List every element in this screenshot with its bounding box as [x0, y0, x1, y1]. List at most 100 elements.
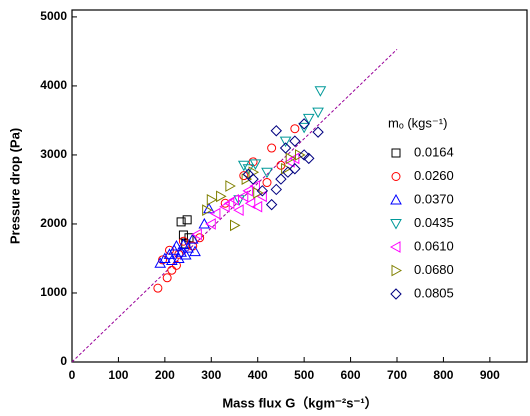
data-point	[241, 173, 253, 185]
data-point	[281, 162, 292, 175]
legend-label: 0.0680	[414, 262, 454, 277]
y-tick-label: 1000	[40, 285, 67, 299]
data-point	[165, 254, 178, 266]
data-point	[270, 125, 282, 137]
data-point	[275, 173, 287, 185]
data-point	[265, 198, 278, 211]
data-point	[205, 218, 216, 230]
data-point	[289, 135, 301, 147]
data-point	[267, 143, 277, 153]
data-point	[177, 238, 190, 250]
data-point	[191, 228, 202, 241]
data-point	[182, 242, 194, 253]
x-tick-label: 0	[69, 368, 76, 382]
data-point	[176, 217, 186, 227]
legend-marker	[391, 172, 401, 181]
data-point	[223, 197, 235, 210]
x-tick-label: 100	[108, 368, 128, 382]
data-point	[289, 163, 301, 175]
data-point	[295, 149, 306, 161]
data-point	[162, 273, 172, 283]
data-point	[237, 190, 249, 203]
legend-label: 0.0370	[414, 191, 454, 206]
reference-line	[71, 48, 398, 363]
data-point	[182, 215, 192, 225]
data-point	[298, 149, 310, 161]
legend-label: 0.0435	[414, 215, 454, 230]
data-point	[248, 166, 260, 179]
x-tick-label: 300	[201, 368, 221, 382]
data-point	[270, 183, 282, 196]
legend-label: 0.0164	[414, 144, 454, 159]
data-point	[312, 107, 324, 119]
y-tick-label: 4000	[40, 78, 67, 92]
y-tick-label: 0	[60, 354, 67, 368]
data-point	[279, 142, 292, 154]
x-tick-label: 600	[341, 368, 361, 382]
data-point	[189, 245, 201, 257]
x-tick-label: 900	[480, 368, 500, 382]
legend-marker	[390, 288, 402, 300]
y-axis-title: Pressure drop (Pa)	[7, 128, 22, 244]
legend-marker	[391, 148, 401, 158]
data-point	[244, 197, 256, 210]
y-tick-label: 5000	[40, 9, 67, 23]
data-point	[202, 204, 213, 217]
plot-frame	[71, 9, 528, 363]
data-point	[290, 124, 300, 134]
data-point	[153, 283, 163, 293]
data-point	[230, 219, 241, 232]
data-point	[242, 184, 253, 197]
data-point	[186, 233, 199, 244]
data-point	[233, 204, 244, 217]
data-point	[158, 255, 168, 265]
legend-label: 0.0610	[414, 238, 454, 253]
legend-marker	[391, 264, 403, 277]
data-point	[249, 159, 262, 170]
data-point	[237, 160, 250, 172]
y-tick-label: 2000	[40, 216, 67, 230]
data-point	[179, 248, 192, 260]
x-tick-label: 200	[155, 368, 175, 382]
x-tick-label: 700	[387, 368, 407, 382]
y-tick-label: 3000	[40, 147, 67, 161]
legend-marker	[389, 241, 401, 253]
x-tick-label: 400	[248, 368, 268, 382]
data-point	[262, 178, 272, 188]
data-point	[298, 118, 310, 130]
data-point	[203, 202, 215, 214]
legend-label: 0.0805	[414, 285, 454, 300]
data-point	[314, 86, 327, 97]
legend-title: mₒ (kgs⁻¹)	[388, 115, 447, 130]
data-point	[228, 193, 239, 206]
data-point	[167, 265, 177, 275]
data-point	[170, 240, 183, 251]
data-point	[216, 190, 227, 203]
data-point	[303, 152, 315, 165]
legend-label: 0.0260	[414, 168, 454, 183]
data-point	[209, 207, 221, 220]
data-point	[284, 155, 295, 168]
data-point	[247, 173, 259, 185]
data-point	[251, 200, 263, 213]
data-point	[178, 236, 188, 246]
data-point	[302, 113, 315, 125]
x-axis-title: Mass flux G（kgm⁻²s⁻¹）	[222, 395, 377, 410]
data-point	[206, 193, 218, 206]
x-tick-label: 800	[433, 368, 453, 382]
data-point	[285, 152, 297, 165]
x-tick-label: 500	[294, 368, 314, 382]
data-point	[261, 167, 273, 179]
data-point	[219, 200, 230, 213]
data-point	[312, 126, 324, 138]
data-point	[242, 164, 255, 175]
legend-marker	[390, 193, 402, 205]
data-point	[171, 260, 181, 270]
legend-marker	[390, 219, 402, 230]
data-point	[256, 185, 269, 197]
data-point	[239, 171, 249, 181]
data-point	[298, 122, 310, 134]
data-point	[225, 180, 236, 192]
data-point	[279, 136, 292, 148]
